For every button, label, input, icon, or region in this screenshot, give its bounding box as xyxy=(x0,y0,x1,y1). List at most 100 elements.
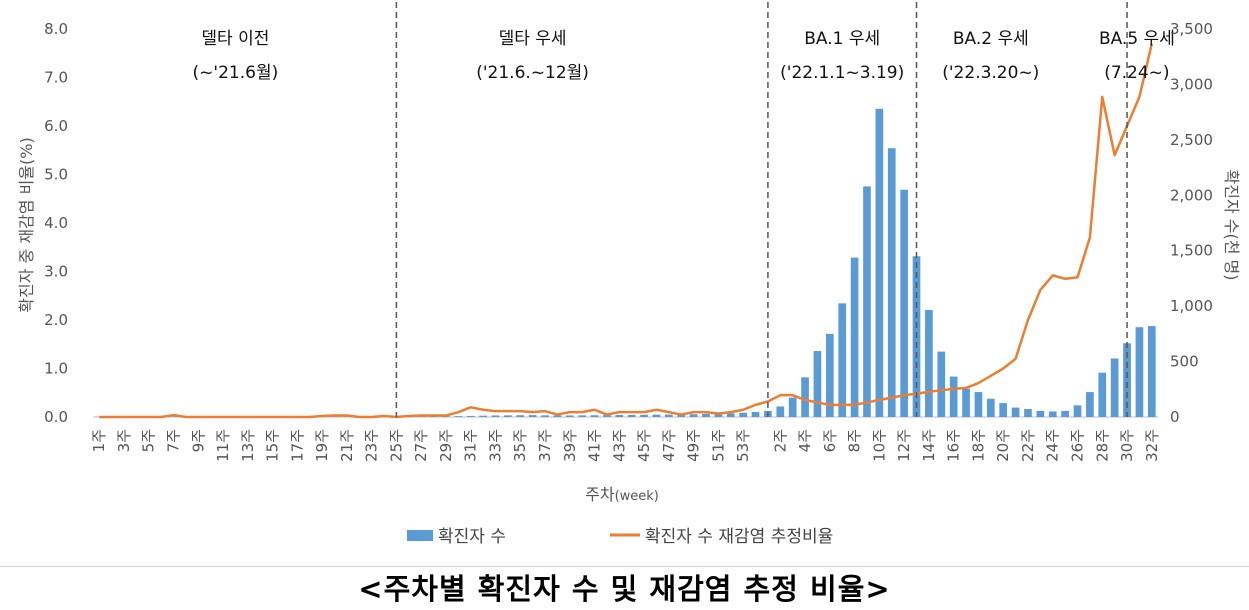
bar-65 xyxy=(900,189,908,417)
bar-85 xyxy=(1147,326,1156,417)
x-axis-title-main: 주차 xyxy=(585,485,615,504)
line-series xyxy=(99,43,1154,419)
y-left-tick-6: 6.0 xyxy=(44,117,68,135)
x-tick-6: 7주 xyxy=(165,429,183,452)
era-label-4: BA.5 우세 xyxy=(1099,29,1175,49)
x-tick-55: 2주 xyxy=(771,429,789,452)
bar-29 xyxy=(454,416,463,417)
era-period-0: (~'21.6월) xyxy=(193,63,279,83)
y-right-tick-2: 1,000 xyxy=(1170,297,1213,315)
x-tick-16: 17주 xyxy=(288,429,306,462)
bar-48 xyxy=(689,414,698,417)
bar-77 xyxy=(1048,411,1057,417)
figure-caption: <주차별 확진자 수 및 재감염 추정 비율> xyxy=(358,572,891,606)
bar-35 xyxy=(528,415,537,417)
y-right-tick-7: 3,500 xyxy=(1170,20,1213,38)
x-tick-61: 8주 xyxy=(846,429,864,452)
era-label-1: 델타 우세 xyxy=(499,29,567,49)
bar-49 xyxy=(702,413,710,417)
era-label-3: BA.2 우세 xyxy=(953,29,1029,49)
x-tick-30: 31주 xyxy=(462,429,480,462)
bar-31 xyxy=(479,415,487,417)
x-tick-75: 22주 xyxy=(1019,429,1037,462)
bar-74 xyxy=(1011,407,1020,417)
x-tick-81: 28주 xyxy=(1093,429,1111,462)
legend-swatch-bar xyxy=(407,530,433,541)
bar-41 xyxy=(603,415,611,417)
x-axis-title: 주차(week) xyxy=(585,485,659,504)
x-tick-36: 37주 xyxy=(536,429,554,462)
bar-79 xyxy=(1073,405,1082,417)
x-tick-46: 47주 xyxy=(660,429,678,462)
x-tick-24: 25주 xyxy=(387,429,405,462)
bar-69 xyxy=(949,376,958,417)
y-right-tick-3: 1,500 xyxy=(1170,242,1213,260)
bar-52 xyxy=(739,412,747,417)
x-tick-4: 5주 xyxy=(140,429,158,452)
bar-40 xyxy=(590,415,599,417)
bar-80 xyxy=(1086,392,1094,417)
bar-62 xyxy=(863,186,871,417)
x-tick-71: 18주 xyxy=(969,429,987,462)
x-tick-12: 13주 xyxy=(239,429,257,462)
bar-73 xyxy=(999,403,1008,417)
x-tick-52: 53주 xyxy=(734,429,752,462)
x-tick-57: 4주 xyxy=(796,429,814,452)
bar-37 xyxy=(553,415,562,417)
legend-label-line: 확진자 수 재감염 추정비율 xyxy=(645,527,833,547)
bar-67 xyxy=(925,310,933,417)
x-tick-18: 19주 xyxy=(313,429,331,462)
bar-76 xyxy=(1036,410,1045,417)
x-tick-22: 23주 xyxy=(363,429,381,462)
bar-30 xyxy=(466,415,475,417)
y-right-tick-5: 2,500 xyxy=(1170,131,1213,149)
bar-50 xyxy=(714,413,723,417)
y-right-tick-0: 0 xyxy=(1170,408,1180,426)
y-left-tick-4: 4.0 xyxy=(44,214,68,232)
bar-72 xyxy=(986,398,995,417)
era-label-2: BA.1 우세 xyxy=(804,29,880,49)
bar-44 xyxy=(640,414,648,417)
bar-83 xyxy=(1123,343,1131,417)
bar-series xyxy=(95,108,1156,418)
x-tick-38: 39주 xyxy=(561,429,579,462)
x-tick-69: 16주 xyxy=(945,429,963,462)
bar-34 xyxy=(516,415,525,417)
y-left-tick-8: 8.0 xyxy=(44,20,68,38)
legend: 확진자 수 확진자 수 재감염 추정비율 xyxy=(407,527,833,547)
bar-39 xyxy=(578,415,586,417)
y-axis-right-title: 확진자 수(천 명) xyxy=(1222,170,1241,281)
bar-46 xyxy=(665,414,673,417)
x-tick-34: 35주 xyxy=(511,429,529,462)
era-period-1: ('21.6.~12월) xyxy=(476,63,589,83)
bar-43 xyxy=(627,414,636,417)
y-axis-left-title: 확진자 중 재감염 비율(%) xyxy=(17,137,36,312)
y-right-tick-1: 500 xyxy=(1170,353,1199,371)
axis-titles: 주차(week) 확진자 중 재감염 비율(%) 확진자 수(천 명) xyxy=(17,137,1241,504)
bar-51 xyxy=(726,413,735,417)
era-label-0: 델타 이전 xyxy=(201,29,269,49)
x-tick-20: 21주 xyxy=(338,429,356,462)
era-annotations: 델타 이전 (~'21.6월) 델타 우세 ('21.6.~12월) BA.1 우세 ('… xyxy=(193,29,1175,83)
era-period-4: (7.24~) xyxy=(1104,63,1169,83)
era-dividers xyxy=(395,2,1128,417)
x-tick-59: 6주 xyxy=(821,429,839,452)
x-tick-28: 29주 xyxy=(437,429,455,462)
bar-63 xyxy=(875,108,884,417)
era-period-3: ('22.3.20~) xyxy=(942,63,1039,83)
era-period-2: ('22.1.1~3.19) xyxy=(780,63,904,83)
bar-38 xyxy=(565,415,574,417)
bar-42 xyxy=(615,415,624,417)
bar-53 xyxy=(751,412,760,417)
bar-36 xyxy=(541,415,549,417)
bar-84 xyxy=(1135,327,1144,417)
y-left-tick-2: 2.0 xyxy=(44,311,68,329)
y-left-tick-5: 5.0 xyxy=(44,166,68,184)
x-tick-73: 20주 xyxy=(994,429,1012,462)
bar-64 xyxy=(887,148,896,418)
bar-71 xyxy=(974,392,983,417)
x-tick-10: 11주 xyxy=(214,429,232,462)
y-left-tick-7: 7.0 xyxy=(44,69,68,87)
x-tick-26: 27주 xyxy=(412,429,430,462)
x-tick-42: 43주 xyxy=(610,429,628,462)
